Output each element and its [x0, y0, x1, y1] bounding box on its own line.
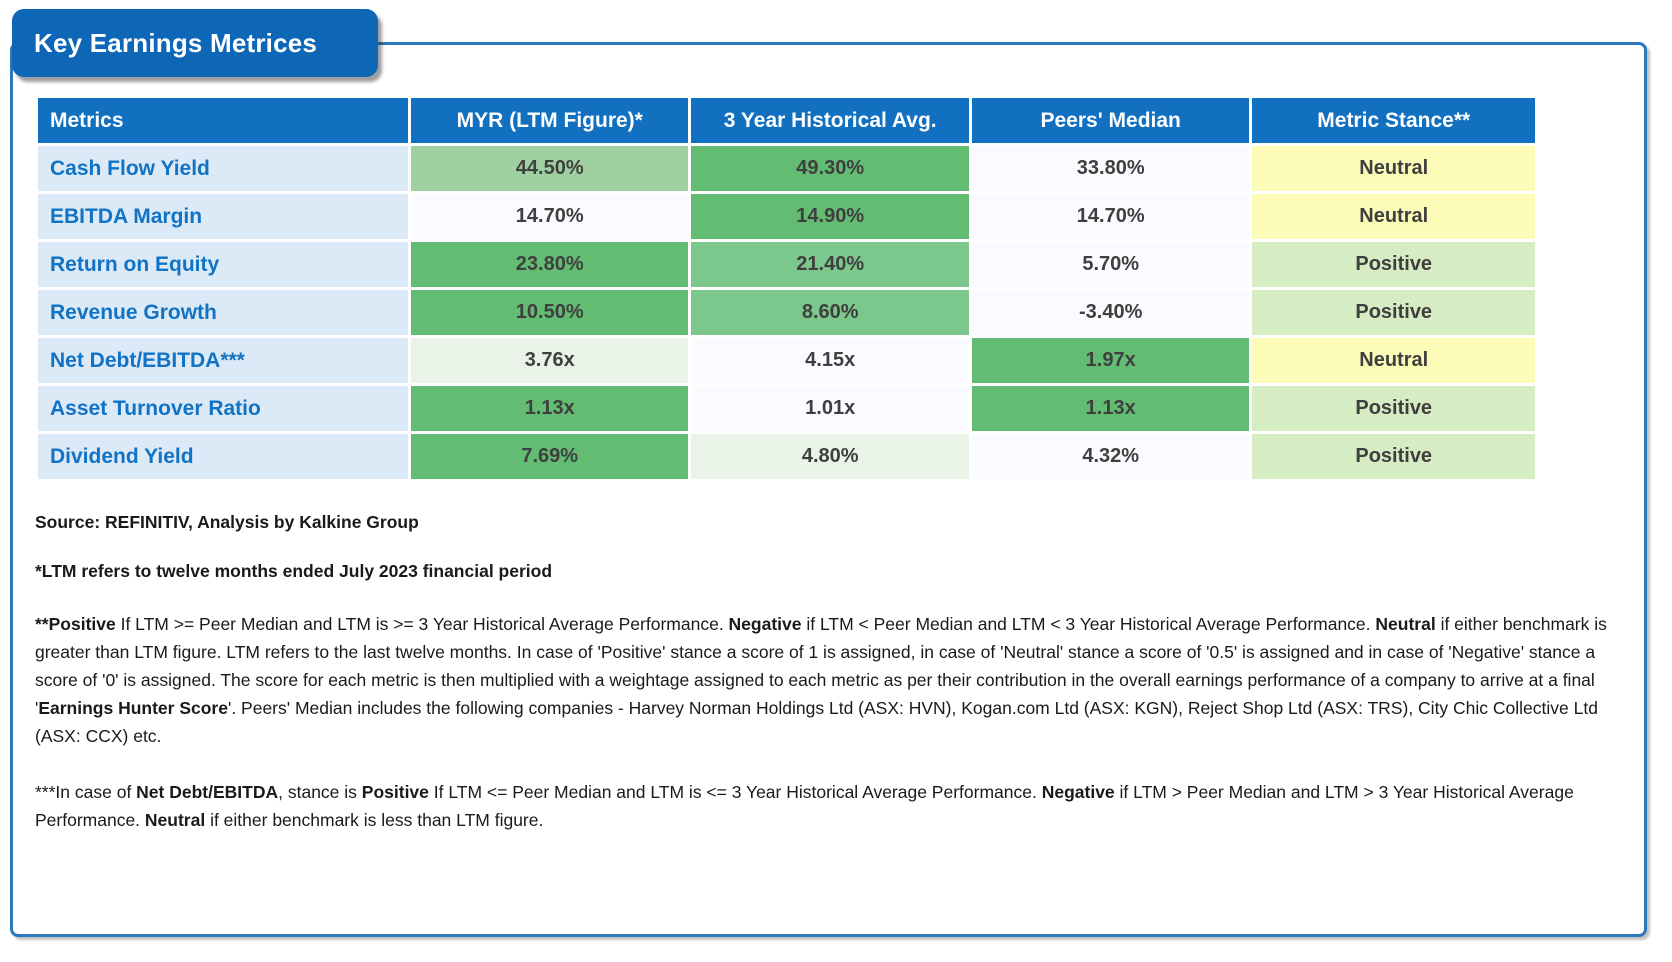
- peers-median-cell: 1.97x: [971, 338, 1250, 383]
- metric-name-cell: Net Debt/EBITDA***: [38, 338, 408, 383]
- historical-avg-cell: 1.01x: [691, 386, 969, 431]
- peers-median-cell: 1.13x: [971, 386, 1250, 431]
- column-header-metric-stance: Metric Stance**: [1252, 98, 1535, 143]
- ltm-value-cell: 3.76x: [410, 338, 689, 383]
- table-row: Revenue Growth 10.50% 8.60% -3.40% Posit…: [38, 290, 1535, 335]
- metric-stance-cell: Positive: [1252, 242, 1535, 287]
- key-earnings-metrics-table: Metrics MYR (LTM Figure)* 3 Year Histori…: [35, 95, 1538, 482]
- metric-stance-cell: Positive: [1252, 386, 1535, 431]
- historical-avg-cell: 49.30%: [691, 146, 969, 191]
- peers-median-cell: 4.32%: [971, 434, 1250, 479]
- metric-stance-cell: Positive: [1252, 434, 1535, 479]
- table-header-row: Metrics MYR (LTM Figure)* 3 Year Histori…: [38, 98, 1535, 143]
- table-row: Asset Turnover Ratio 1.13x 1.01x 1.13x P…: [38, 386, 1535, 431]
- ltm-definition-note: *LTM refers to twelve months ended July …: [35, 561, 553, 581]
- column-header-historical-avg: 3 Year Historical Avg.: [691, 98, 969, 143]
- table-row: Net Debt/EBITDA*** 3.76x 4.15x 1.97x Neu…: [38, 338, 1535, 383]
- ltm-value-cell: 1.13x: [410, 386, 689, 431]
- historical-avg-cell: 4.80%: [691, 434, 969, 479]
- page-title: Key Earnings Metrices: [34, 27, 318, 58]
- source-note: Source: REFINITIV, Analysis by Kalkine G…: [35, 512, 419, 532]
- ltm-value-cell: 7.69%: [410, 434, 689, 479]
- column-header-metrics: Metrics: [38, 98, 408, 143]
- title-tab: Key Earnings Metrices: [12, 9, 378, 77]
- ltm-value-cell: 44.50%: [410, 146, 689, 191]
- ltm-value-cell: 10.50%: [410, 290, 689, 335]
- table-row: Cash Flow Yield 44.50% 49.30% 33.80% Neu…: [38, 146, 1535, 191]
- metric-name-cell: Return on Equity: [38, 242, 408, 287]
- metric-stance-cell: Positive: [1252, 290, 1535, 335]
- historical-avg-cell: 21.40%: [691, 242, 969, 287]
- metric-stance-cell: Neutral: [1252, 146, 1535, 191]
- historical-avg-cell: 14.90%: [691, 194, 969, 239]
- table-row: Return on Equity 23.80% 21.40% 5.70% Pos…: [38, 242, 1535, 287]
- metric-name-cell: Revenue Growth: [38, 290, 408, 335]
- stance-methodology-note: **Positive If LTM >= Peer Median and LTM…: [35, 614, 1607, 746]
- peers-median-cell: 33.80%: [971, 146, 1250, 191]
- peers-median-cell: -3.40%: [971, 290, 1250, 335]
- footnotes: Source: REFINITIV, Analysis by Kalkine G…: [35, 512, 1631, 834]
- metric-name-cell: EBITDA Margin: [38, 194, 408, 239]
- metric-name-cell: Dividend Yield: [38, 434, 408, 479]
- metric-stance-cell: Neutral: [1252, 194, 1535, 239]
- metric-name-cell: Asset Turnover Ratio: [38, 386, 408, 431]
- metric-name-cell: Cash Flow Yield: [38, 146, 408, 191]
- ltm-value-cell: 14.70%: [410, 194, 689, 239]
- metric-stance-cell: Neutral: [1252, 338, 1535, 383]
- content-area: Metrics MYR (LTM Figure)* 3 Year Histori…: [35, 95, 1635, 834]
- peers-median-cell: 14.70%: [971, 194, 1250, 239]
- ltm-value-cell: 23.80%: [410, 242, 689, 287]
- historical-avg-cell: 4.15x: [691, 338, 969, 383]
- historical-avg-cell: 8.60%: [691, 290, 969, 335]
- table-row: EBITDA Margin 14.70% 14.90% 14.70% Neutr…: [38, 194, 1535, 239]
- column-header-peers-median: Peers' Median: [971, 98, 1250, 143]
- column-header-ltm: MYR (LTM Figure)*: [410, 98, 689, 143]
- peers-median-cell: 5.70%: [971, 242, 1250, 287]
- net-debt-stance-note: ***In case of Net Debt/EBITDA, stance is…: [35, 782, 1574, 830]
- table-row: Dividend Yield 7.69% 4.80% 4.32% Positiv…: [38, 434, 1535, 479]
